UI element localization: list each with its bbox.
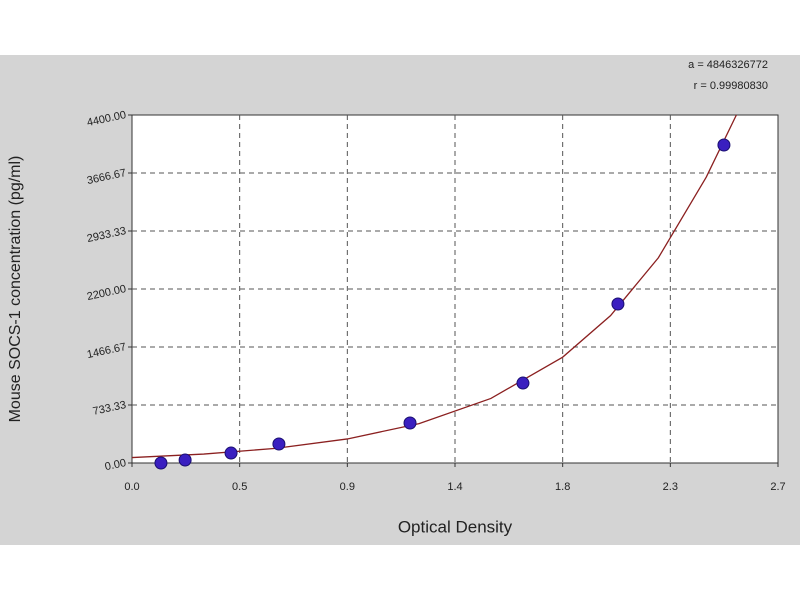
y-tick-label: 0.00 [104,457,127,473]
x-axis-label: Optical Density [398,517,513,536]
x-tick-label: 0.5 [232,481,247,493]
data-point [224,446,238,460]
y-axis-label: Mouse SOCS-1 concentration (pg/ml) [7,156,24,423]
x-tick-label: 0.9 [340,481,355,493]
annotation: a = 4846326772 [688,59,768,71]
data-point [403,416,417,430]
data-point [178,453,192,467]
x-tick-label: 1.8 [555,481,570,493]
x-tick-label: 1.4 [447,481,462,493]
x-tick-label: 0.0 [124,481,139,493]
data-point [272,437,286,451]
x-tick-label: 2.7 [770,481,785,493]
data-point [154,456,168,470]
x-tick-label: 2.3 [663,481,678,493]
data-point [611,297,625,311]
fit-curve [131,114,737,459]
data-point [717,138,731,152]
annotation: r = 0.99980830 [694,80,768,92]
data-point [516,376,530,390]
